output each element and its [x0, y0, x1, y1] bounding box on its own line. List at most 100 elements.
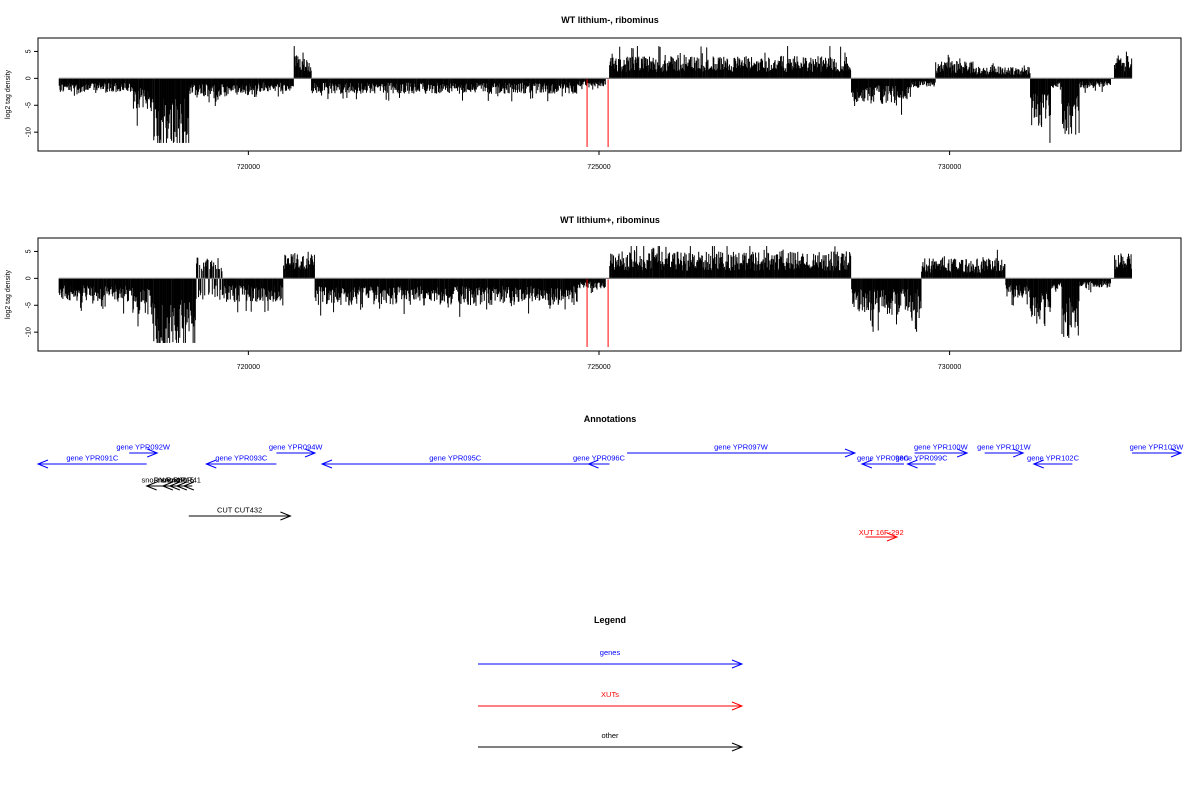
- feature-label: gene YPR099C: [896, 454, 949, 463]
- feature-gene: gene YPR102C: [1027, 454, 1080, 469]
- x-tick-label: 725000: [587, 364, 610, 371]
- feature-arrow-head: [844, 448, 857, 458]
- legend-arrow-head: [731, 659, 744, 669]
- feature-other: CUT CUT432: [188, 506, 292, 521]
- feature-arrow-head: [147, 448, 159, 458]
- track-panel-1: WT lithium-, ribominus 5 0 -5 -10 log2 tag de…: [5, 15, 1182, 171]
- feature-gene: gene YPR101W: [977, 443, 1032, 458]
- legend-arrow-head: [731, 701, 744, 711]
- feature-gene: gene YPR097W: [627, 443, 857, 458]
- feature-gene: gene YPR103W: [1130, 443, 1185, 458]
- feature-arrow-head: [161, 481, 174, 491]
- feature-label: snoR44: [154, 476, 180, 485]
- y-axis-label: log2 tag density: [5, 69, 12, 119]
- y-tick-label: -5: [26, 102, 33, 108]
- feature-arrow-head: [36, 459, 49, 469]
- legend: Legend genes XUTs other: [478, 615, 744, 752]
- feature-label: snoR15: [168, 476, 194, 485]
- feature-label: gene YPR098C: [857, 454, 910, 463]
- track-panel-2: WT lithium+, ribominus 5 0 -5 -10 log2 tag de…: [5, 215, 1182, 371]
- feature-arrow-head: [182, 481, 195, 491]
- feature-arrow-head: [175, 481, 188, 491]
- plot-frame: [37, 237, 1182, 352]
- feature-label: gene YPR092W: [116, 443, 171, 452]
- legend-label: genes: [600, 648, 621, 657]
- panel-title: WT lithium-, ribominus: [561, 15, 659, 25]
- feature-label: gene YPR094W: [269, 443, 324, 452]
- plot-frame: [37, 37, 1182, 152]
- feature-label: gene YPR097W: [714, 443, 769, 452]
- feature-gene: gene YPR092W: [116, 443, 171, 458]
- feature-label: snoRNA: [141, 476, 169, 485]
- feature-label: gene YPR101W: [977, 443, 1032, 452]
- y-tick-label: 5: [26, 49, 33, 53]
- y-tick-label: 5: [26, 249, 33, 253]
- feature-gene: gene YPR096C: [573, 454, 626, 469]
- y-tick-label: 0: [26, 276, 33, 280]
- feature-label: gene YPR102C: [1027, 454, 1080, 463]
- signal-bars: [58, 46, 1133, 143]
- feature-label: snoR89: [161, 476, 187, 485]
- feature-arrow-head: [304, 448, 317, 458]
- x-axis: 720000 725000 730000: [237, 151, 961, 171]
- legend-arrow-head: [731, 742, 744, 752]
- legend-title: Legend: [594, 615, 626, 625]
- legend-label: XUTs: [601, 690, 619, 699]
- feature-gene: gene YPR094W: [269, 443, 324, 458]
- feature-arrow-head: [280, 511, 292, 521]
- legend-item-other: other: [478, 731, 744, 752]
- y-axis: 5 0 -5 -10 log2 tag density: [5, 249, 38, 337]
- feature-label: gene YPR096C: [573, 454, 626, 463]
- y-tick-label: -10: [26, 327, 33, 337]
- signal-bars: [58, 246, 1132, 343]
- feature-arrow-head: [1032, 459, 1044, 469]
- x-tick-label: 720000: [237, 364, 260, 371]
- y-axis: 5 0 -5 -10 log2 tag density: [5, 49, 38, 137]
- feature-gene: gene YPR100W: [914, 443, 969, 458]
- feature-arrow-head: [886, 532, 899, 542]
- feature-label: snoR41: [175, 476, 201, 485]
- annotations-panel: Annotations gene YPR091C gene YPR092W gene …: [36, 414, 1185, 542]
- feature-gene: gene YPR099C: [896, 454, 949, 469]
- annotations-title: Annotations: [584, 414, 637, 424]
- feature-arrow-head: [587, 459, 599, 469]
- feature-label: gene YPR093C: [215, 454, 268, 463]
- feature-label: XUT 16F-292: [859, 528, 904, 537]
- feature-gene: gene YPR093C: [204, 454, 277, 469]
- feature-arrow-head: [145, 481, 157, 491]
- feature-gene: gene YPR095C: [320, 454, 589, 469]
- legend-item-gene: genes: [478, 648, 744, 669]
- feature-other: snoRNA: [141, 476, 169, 491]
- x-tick-label: 720000: [237, 164, 260, 171]
- x-tick-label: 725000: [587, 164, 610, 171]
- feature-xut: XUT 16F-292: [859, 528, 904, 542]
- feature-label: gene YPR095C: [429, 454, 482, 463]
- feature-arrow-head: [956, 448, 969, 458]
- feature-label: CUT CUT432: [217, 506, 262, 515]
- y-tick-label: -10: [26, 127, 33, 137]
- feature-arrow-head: [168, 481, 181, 491]
- legend-label: other: [601, 731, 619, 740]
- feature-label: gene YPR103W: [1130, 443, 1185, 452]
- feature-arrow-head: [906, 459, 918, 469]
- feature-arrow-head: [860, 459, 873, 469]
- feature-arrow-head: [320, 459, 333, 469]
- legend-item-xut: XUTs: [478, 690, 744, 711]
- feature-arrow-head: [204, 459, 217, 469]
- y-tick-label: 0: [26, 76, 33, 80]
- feature-label: gene YPR100W: [914, 443, 969, 452]
- x-tick-label: 730000: [938, 364, 961, 371]
- y-tick-label: -5: [26, 302, 33, 308]
- x-axis: 720000 725000 730000: [237, 351, 961, 371]
- feature-gene: gene YPR091C: [36, 454, 147, 469]
- panel-title: WT lithium+, ribominus: [560, 215, 660, 225]
- feature-other: snoR41: [175, 476, 201, 491]
- feature-label: gene YPR091C: [66, 454, 119, 463]
- feature-arrow-head: [1013, 448, 1025, 458]
- feature-arrow-head: [1170, 448, 1183, 458]
- y-axis-label: log2 tag density: [5, 269, 12, 319]
- x-tick-label: 730000: [938, 164, 961, 171]
- feature-gene: gene YPR098C: [857, 454, 910, 469]
